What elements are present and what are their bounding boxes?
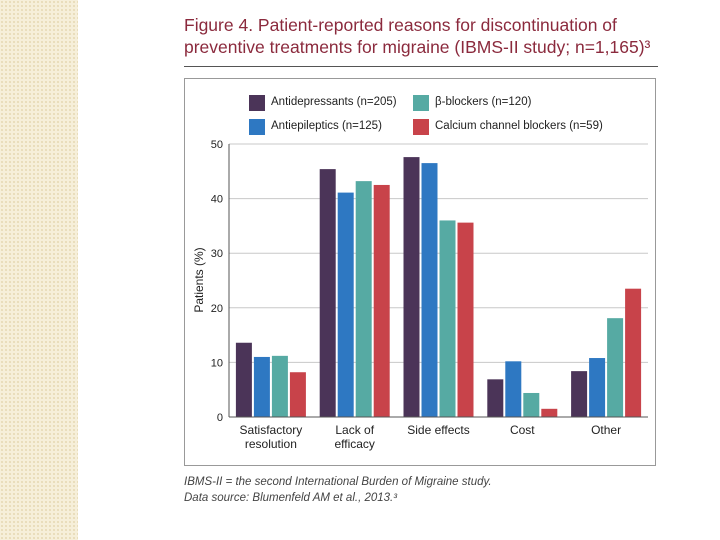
bar-series1-cat2 — [421, 163, 438, 417]
bar-series2-cat2 — [439, 220, 456, 417]
x-category-label: efficacy — [334, 437, 374, 451]
y-tick-label: 0 — [217, 412, 223, 424]
bar-series2-cat4 — [607, 318, 624, 417]
bar-series0-cat4 — [571, 371, 588, 417]
x-category-label: Side effects — [407, 423, 469, 437]
bar-series1-cat1 — [337, 192, 354, 417]
bar-series3-cat0 — [289, 372, 306, 417]
legend-swatch-calcium-channel-blockers — [413, 119, 429, 135]
x-category-label: Lack of — [335, 423, 374, 437]
legend-label-antiepileptics: Antiepileptics (n=125) — [271, 120, 382, 132]
footnote-abbreviation: IBMS-II = the second International Burde… — [184, 476, 492, 488]
footnote-source: Data source: Blumenfeld AM et al., 2013.… — [184, 492, 398, 504]
bar-series2-cat3 — [523, 392, 540, 417]
x-category-label: Satisfactory — [240, 423, 303, 437]
x-category-label: Cost — [510, 423, 535, 437]
x-category-label: resolution — [245, 437, 297, 451]
figure-title-line-2: preventive treatments for migraine (IBMS… — [184, 37, 651, 57]
legend-label-calcium-channel-blockers: Calcium channel blockers (n=59) — [435, 120, 603, 132]
legend-swatch-beta-blockers — [413, 95, 429, 111]
legend-label-beta-blockers: β-blockers (n=120) — [435, 96, 532, 108]
figure-title: Figure 4. Patient-reported reasons for d… — [184, 14, 684, 58]
bar-series3-cat4 — [625, 288, 642, 417]
legend-label-antidepressants: Antidepressants (n=205) — [271, 96, 397, 108]
bars — [235, 157, 642, 417]
x-category-label: Other — [591, 423, 621, 437]
figure-title-line-1: Figure 4. Patient-reported reasons for d… — [184, 15, 617, 35]
bar-series2-cat1 — [355, 181, 372, 417]
bar-series1-cat4 — [589, 358, 606, 417]
gridlines — [229, 143, 648, 363]
bar-series1-cat0 — [253, 356, 270, 417]
legend-swatch-antidepressants — [249, 95, 265, 111]
legend-swatch-antiepileptics — [249, 119, 265, 135]
bar-series3-cat3 — [541, 408, 558, 417]
bar-series0-cat1 — [319, 169, 336, 417]
bar-series3-cat1 — [373, 184, 390, 417]
bar-series0-cat3 — [487, 379, 504, 417]
bar-series0-cat0 — [235, 342, 252, 417]
decorative-side-stripe — [0, 0, 78, 540]
bar-series3-cat2 — [457, 222, 474, 417]
bar-series2-cat0 — [271, 355, 288, 417]
bar-series0-cat2 — [403, 157, 420, 417]
y-tick-label: 50 — [211, 139, 223, 151]
bar-series1-cat3 — [505, 361, 522, 417]
title-divider — [184, 66, 658, 67]
y-tick-label: 30 — [211, 248, 223, 260]
y-tick-label: 40 — [211, 194, 223, 206]
y-axis-label: Patients (%) — [192, 247, 206, 312]
y-tick-label: 10 — [211, 357, 223, 369]
y-tick-label: 20 — [211, 303, 223, 315]
